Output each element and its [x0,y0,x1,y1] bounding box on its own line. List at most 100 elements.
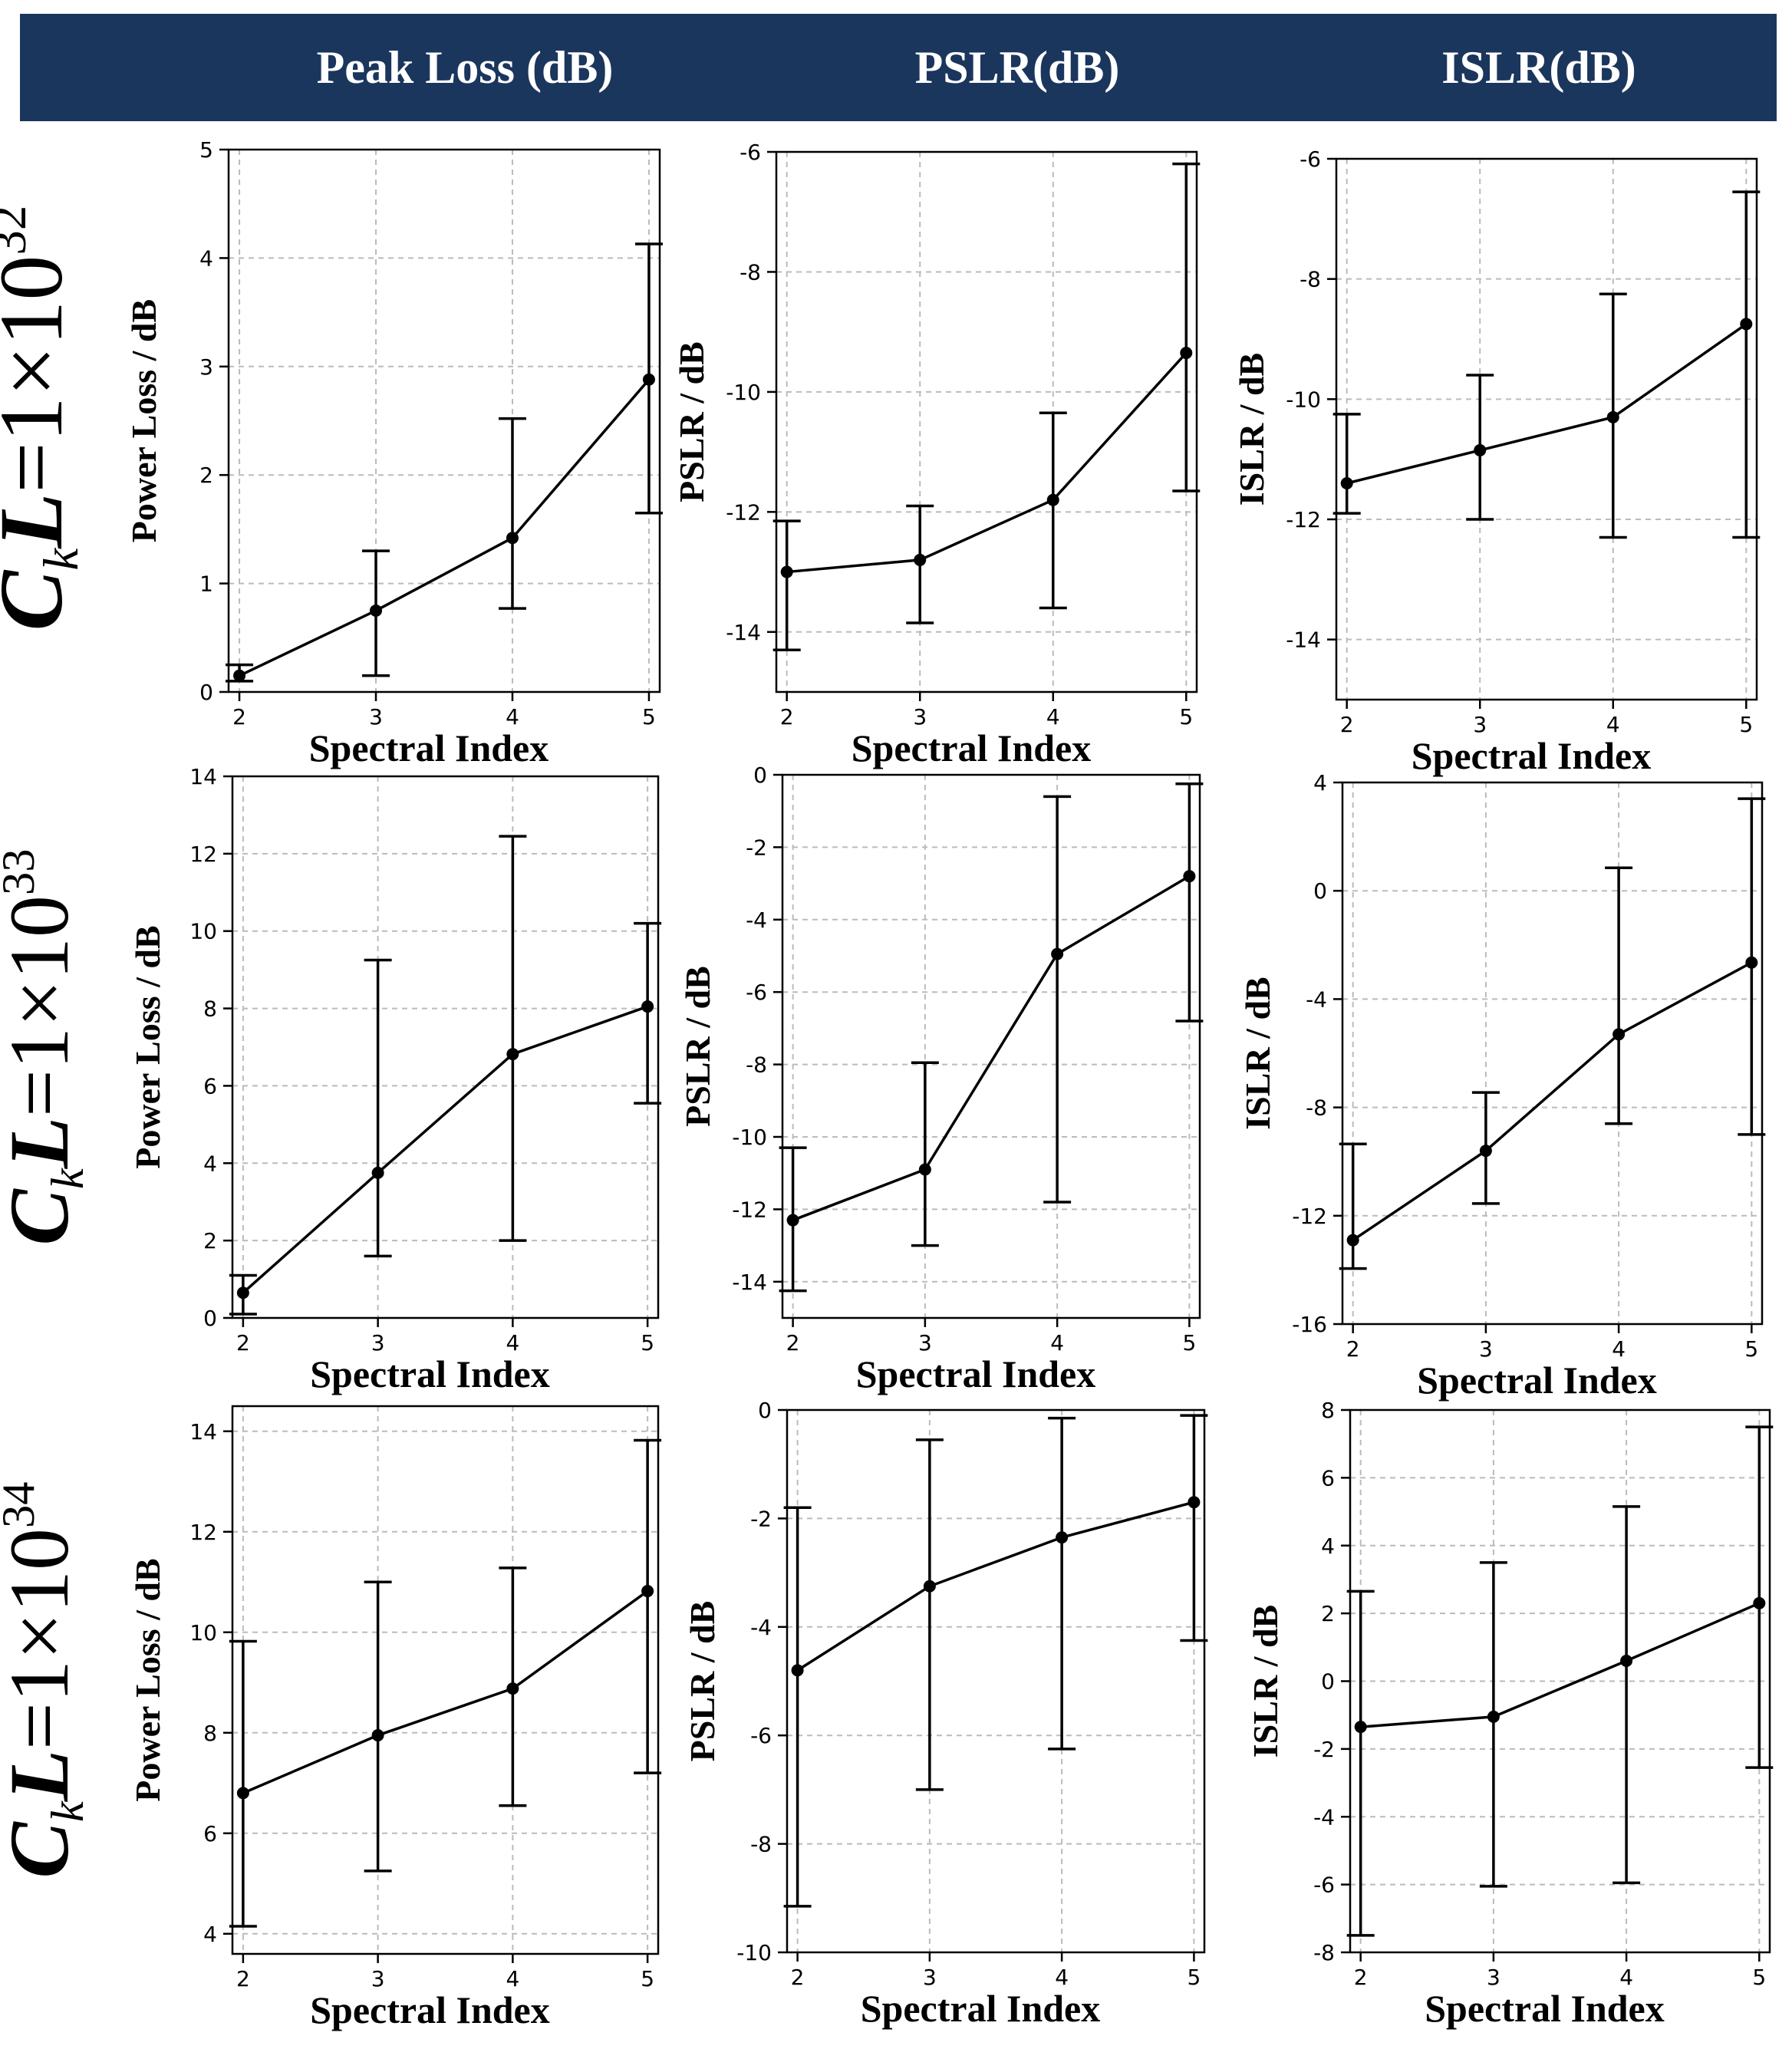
x-axis-label: Spectral Index [856,1352,1096,1395]
series-line [239,378,651,677]
chart-panel-r0-c2: -14 -12 -10 -8 -6 2 3 4 5 Spectral Index ISLR / dB [1232,147,1761,777]
data-point [371,1166,384,1179]
y-tick-label: 12 [189,1520,217,1545]
y-tick-label: -6 [740,140,761,165]
y-axis-label: PSLR / dB [678,966,717,1127]
data-point [1479,1145,1492,1158]
x-axis-label: Spectral Index [852,726,1092,769]
y-tick-label: -14 [732,1270,767,1295]
data-point [1046,493,1059,506]
x-tick-label: 5 [1752,1965,1766,1990]
y-tick-label: 14 [189,764,217,789]
y-tick-label: -2 [1313,1737,1335,1762]
column-header-islr: ISLR(dB) [1441,42,1636,93]
data-point [1487,1710,1500,1723]
row-label-2: CkL=1×1034 [0,1481,94,1878]
data-point [506,1048,519,1061]
data-point [1180,347,1193,360]
y-tick-label: -14 [726,620,761,645]
y-tick-label: 0 [1321,1669,1335,1695]
y-tick-label: 2 [1321,1601,1335,1626]
series-line [796,1501,1194,1672]
x-axis-label: Spectral Index [1412,734,1652,777]
x-tick-label: 2 [1346,1336,1360,1362]
x-tick-label: 4 [506,1966,519,1991]
y-tick-label: -10 [736,1940,772,1965]
x-tick-label: 4 [506,1330,519,1356]
y-tick-label: -12 [1292,1204,1327,1229]
data-point [1474,443,1487,456]
x-tick-label: 5 [641,1966,654,1991]
y-tick-label: 4 [203,1151,217,1176]
chart-panel-r2-c0: 4 6 8 10 12 14 2 3 4 5 Spectral Index Power Loss / … [128,1405,662,2031]
y-tick-label: -8 [1313,1940,1335,1965]
row-label-exponent: 32 [0,206,37,255]
data-point [371,1729,384,1742]
y-axis-label: ISLR / dB [1246,1605,1285,1757]
y-tick-label: -2 [746,835,767,860]
plot-frame [231,1405,660,1955]
x-tick-label: 3 [1473,712,1487,737]
data-point [1620,1654,1633,1667]
x-tick-label: 5 [642,704,656,730]
y-tick-label: -12 [1286,507,1321,532]
series-line [242,1589,649,1794]
plot-frame [775,150,1198,693]
y-tick-label: -4 [750,1615,772,1640]
x-tick-label: 5 [1744,1336,1758,1362]
data-point [791,1664,804,1677]
series-line [792,875,1191,1222]
y-axis-label: ISLR / dB [1232,353,1271,506]
y-axis-label: Power Loss / dB [124,299,163,542]
y-axis-label: PSLR / dB [683,1601,722,1762]
y-tick-label: 3 [199,354,213,380]
column-header-pslr: PSLR(dB) [914,42,1120,93]
x-tick-label: 2 [236,1330,250,1356]
x-axis-label: Spectral Index [309,726,549,769]
data-point [370,604,383,617]
y-tick-label: 14 [189,1419,217,1445]
y-axis-label: ISLR / dB [1238,977,1277,1129]
data-point [1340,477,1353,489]
x-tick-label: 2 [236,1966,250,1991]
row-label-0: CkL=1×1032 [0,206,89,631]
data-point [642,373,655,386]
y-tick-label: 12 [189,842,217,867]
chart-panel-r0-c1: -14 -12 -10 -8 -6 2 3 4 5 Spectral Index PSLR / dB [672,140,1201,769]
x-tick-label: 4 [1046,704,1060,730]
y-tick-label: -8 [740,259,761,285]
data-point [1188,1496,1201,1509]
row-label-subscript: k [42,1800,94,1822]
y-tick-label: 0 [758,1398,772,1423]
y-tick-label: -4 [746,908,767,933]
y-tick-label: -10 [732,1125,767,1150]
row-label-subscript: k [34,548,89,571]
x-tick-label: 2 [791,1965,805,1990]
data-point [1183,870,1196,883]
data-point [1740,318,1753,331]
y-tick-label: 0 [203,1306,217,1331]
y-tick-label: -12 [732,1197,767,1222]
data-point [1051,947,1064,960]
y-axis-label: PSLR / dB [672,341,711,502]
y-tick-label: 6 [203,1073,217,1099]
y-tick-label: -10 [1286,387,1321,412]
row-label-L: L [0,493,81,549]
x-tick-label: 4 [506,704,519,730]
data-point [923,1580,936,1593]
x-tick-label: 5 [1187,1965,1201,1990]
y-tick-label: -10 [726,380,761,405]
y-tick-label: -2 [750,1506,772,1531]
row-label-L: L [0,1750,86,1802]
plot-frame [781,773,1201,1319]
x-axis-label: Spectral Index [1425,1987,1665,2030]
series-line [1346,322,1748,485]
series-line [1360,1602,1761,1728]
y-tick-label: -14 [1286,628,1321,653]
y-tick-label: -6 [746,980,767,1005]
x-tick-label: 5 [1739,712,1753,737]
y-tick-label: -16 [1292,1312,1327,1337]
data-point [233,669,246,682]
